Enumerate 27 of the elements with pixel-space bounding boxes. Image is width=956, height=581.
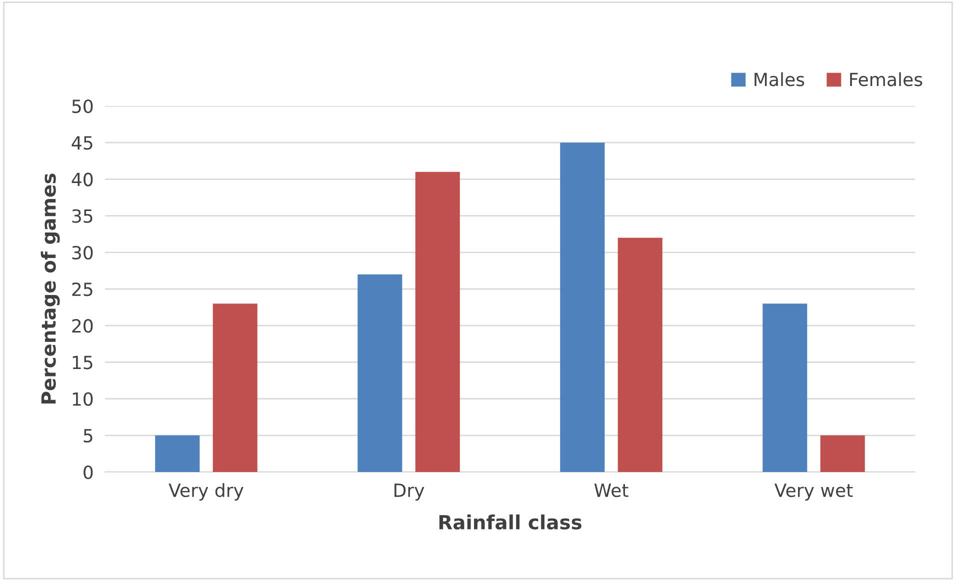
y-tick-label: 45 [72, 136, 92, 150]
y-tick-label: 50 [72, 99, 93, 114]
y-tick-label: 25 [72, 282, 92, 296]
bar [820, 435, 865, 472]
bar [212, 304, 258, 472]
x-axis-title: Rainfall class [439, 514, 582, 530]
x-tick-label: Very dry [168, 483, 244, 501]
bar [155, 435, 200, 472]
y-tick-label: 20 [72, 319, 93, 333]
bar [618, 238, 662, 472]
bar [415, 172, 460, 472]
y-tick-label: 5 [84, 429, 92, 443]
bar [358, 274, 402, 472]
legend-label: Males [754, 72, 804, 86]
y-tick-label: 35 [72, 209, 92, 223]
y-tick-label: 0 [84, 465, 93, 480]
y-tick-label: 10 [72, 392, 93, 406]
x-tick-label: Very wet [774, 484, 853, 501]
y-axis-title: Percentage of games [40, 174, 60, 404]
bar [560, 142, 605, 472]
x-tick-label: Dry [394, 484, 424, 501]
y-tick-label: 40 [72, 172, 93, 186]
x-tick-label: Wet [594, 484, 628, 498]
y-tick-label: 30 [72, 246, 93, 260]
bar [762, 304, 808, 472]
legend-label: Females [850, 72, 922, 86]
y-tick-label: 15 [72, 356, 92, 370]
